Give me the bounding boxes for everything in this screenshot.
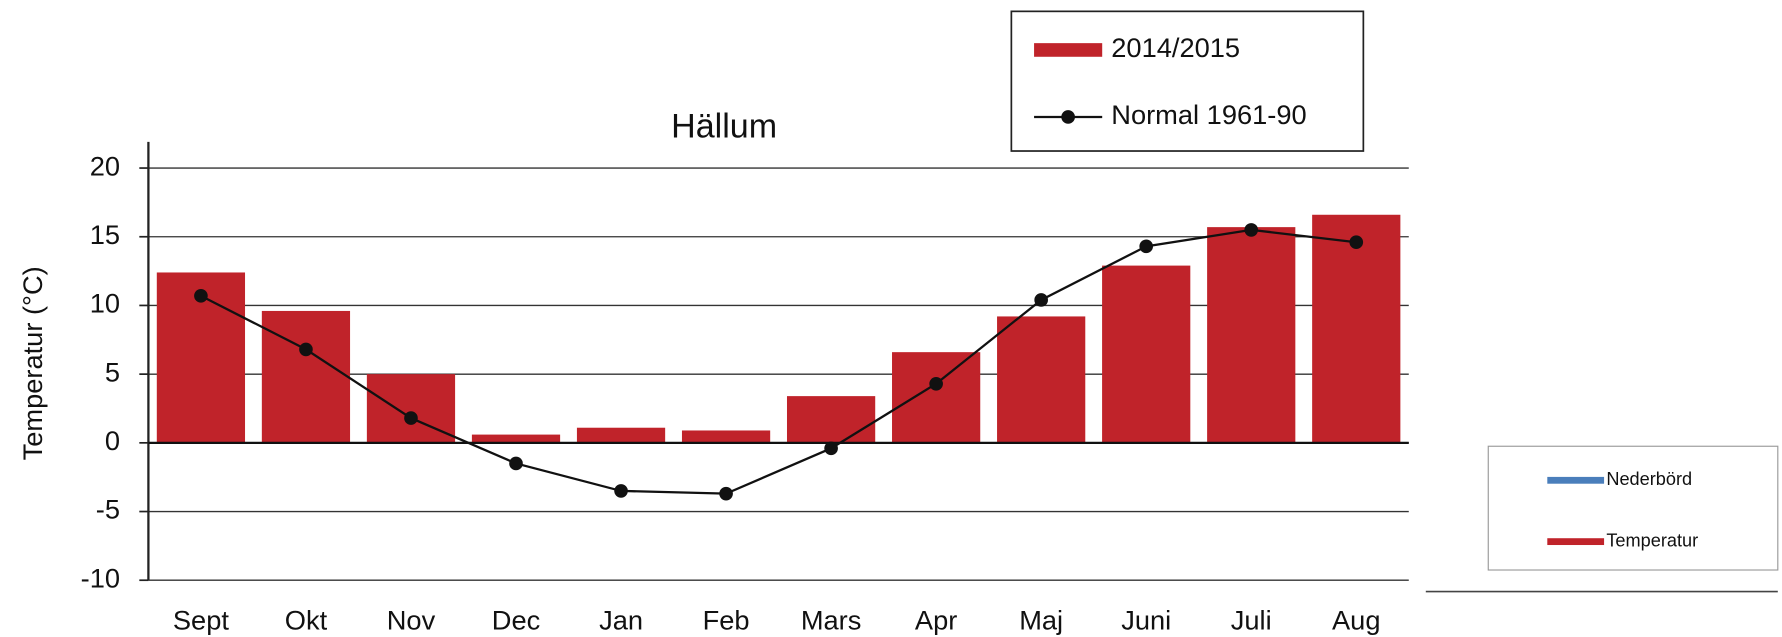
y-tick-label: -10 [81, 562, 120, 593]
bar [892, 352, 981, 443]
y-axis-label: Temperatur (°C) [17, 266, 48, 460]
extra-legend-label: Temperatur [1606, 530, 1698, 550]
line-point [614, 484, 628, 498]
line-point [824, 441, 838, 456]
x-tick-label: Feb [703, 604, 750, 635]
legend-label: Normal 1961-90 [1111, 99, 1306, 130]
line-point [1349, 235, 1364, 250]
x-tick-label: Maj [1019, 604, 1063, 635]
y-tick-label: 5 [105, 356, 120, 387]
x-tick-label: Dec [492, 604, 540, 635]
line-point [1244, 223, 1259, 237]
y-tick-label: 15 [90, 219, 120, 250]
line-point [404, 411, 418, 425]
bar [576, 427, 666, 443]
x-tick-label: Juni [1121, 604, 1171, 635]
x-tick-label: Aug [1332, 604, 1381, 635]
x-tick-label: Okt [285, 604, 328, 635]
line [200, 228, 1357, 495]
line-point [299, 342, 313, 357]
y-tick-label: -5 [96, 494, 120, 525]
y-tick-label: 20 [90, 150, 120, 181]
x-tick-label: Nov [387, 604, 436, 635]
line-point [1139, 239, 1154, 254]
x-tick-label: Apr [915, 604, 957, 635]
bar [471, 434, 561, 443]
x-tick-label: Sept [173, 604, 229, 635]
legend-swatch [1034, 43, 1103, 57]
y-tick-label: 0 [105, 425, 120, 456]
line-point [509, 456, 523, 471]
bar [1312, 214, 1401, 443]
bar [786, 396, 876, 443]
line-point [719, 486, 733, 501]
legend-dot [1061, 110, 1075, 124]
bar [997, 316, 1086, 443]
line-point [1034, 293, 1048, 307]
x-tick-label: Juli [1231, 604, 1272, 635]
extra-legend-swatch [1547, 538, 1605, 546]
line-point [194, 289, 208, 303]
bar [1207, 227, 1296, 443]
x-tick-label: Mars [801, 604, 862, 635]
legend-box [1010, 10, 1365, 152]
extra-legend-label: Nederbörd [1606, 469, 1692, 489]
bar [681, 430, 771, 443]
legend-label: 2014/2015 [1111, 32, 1240, 63]
extra-legend-box [1487, 445, 1779, 571]
line-point [929, 376, 943, 391]
bar [1102, 265, 1191, 443]
y-tick-label: 10 [90, 288, 120, 319]
chart-title: Hällum [671, 107, 777, 145]
x-tick-label: Jan [599, 604, 643, 635]
extra-legend-swatch [1547, 476, 1605, 484]
bar [261, 310, 351, 443]
